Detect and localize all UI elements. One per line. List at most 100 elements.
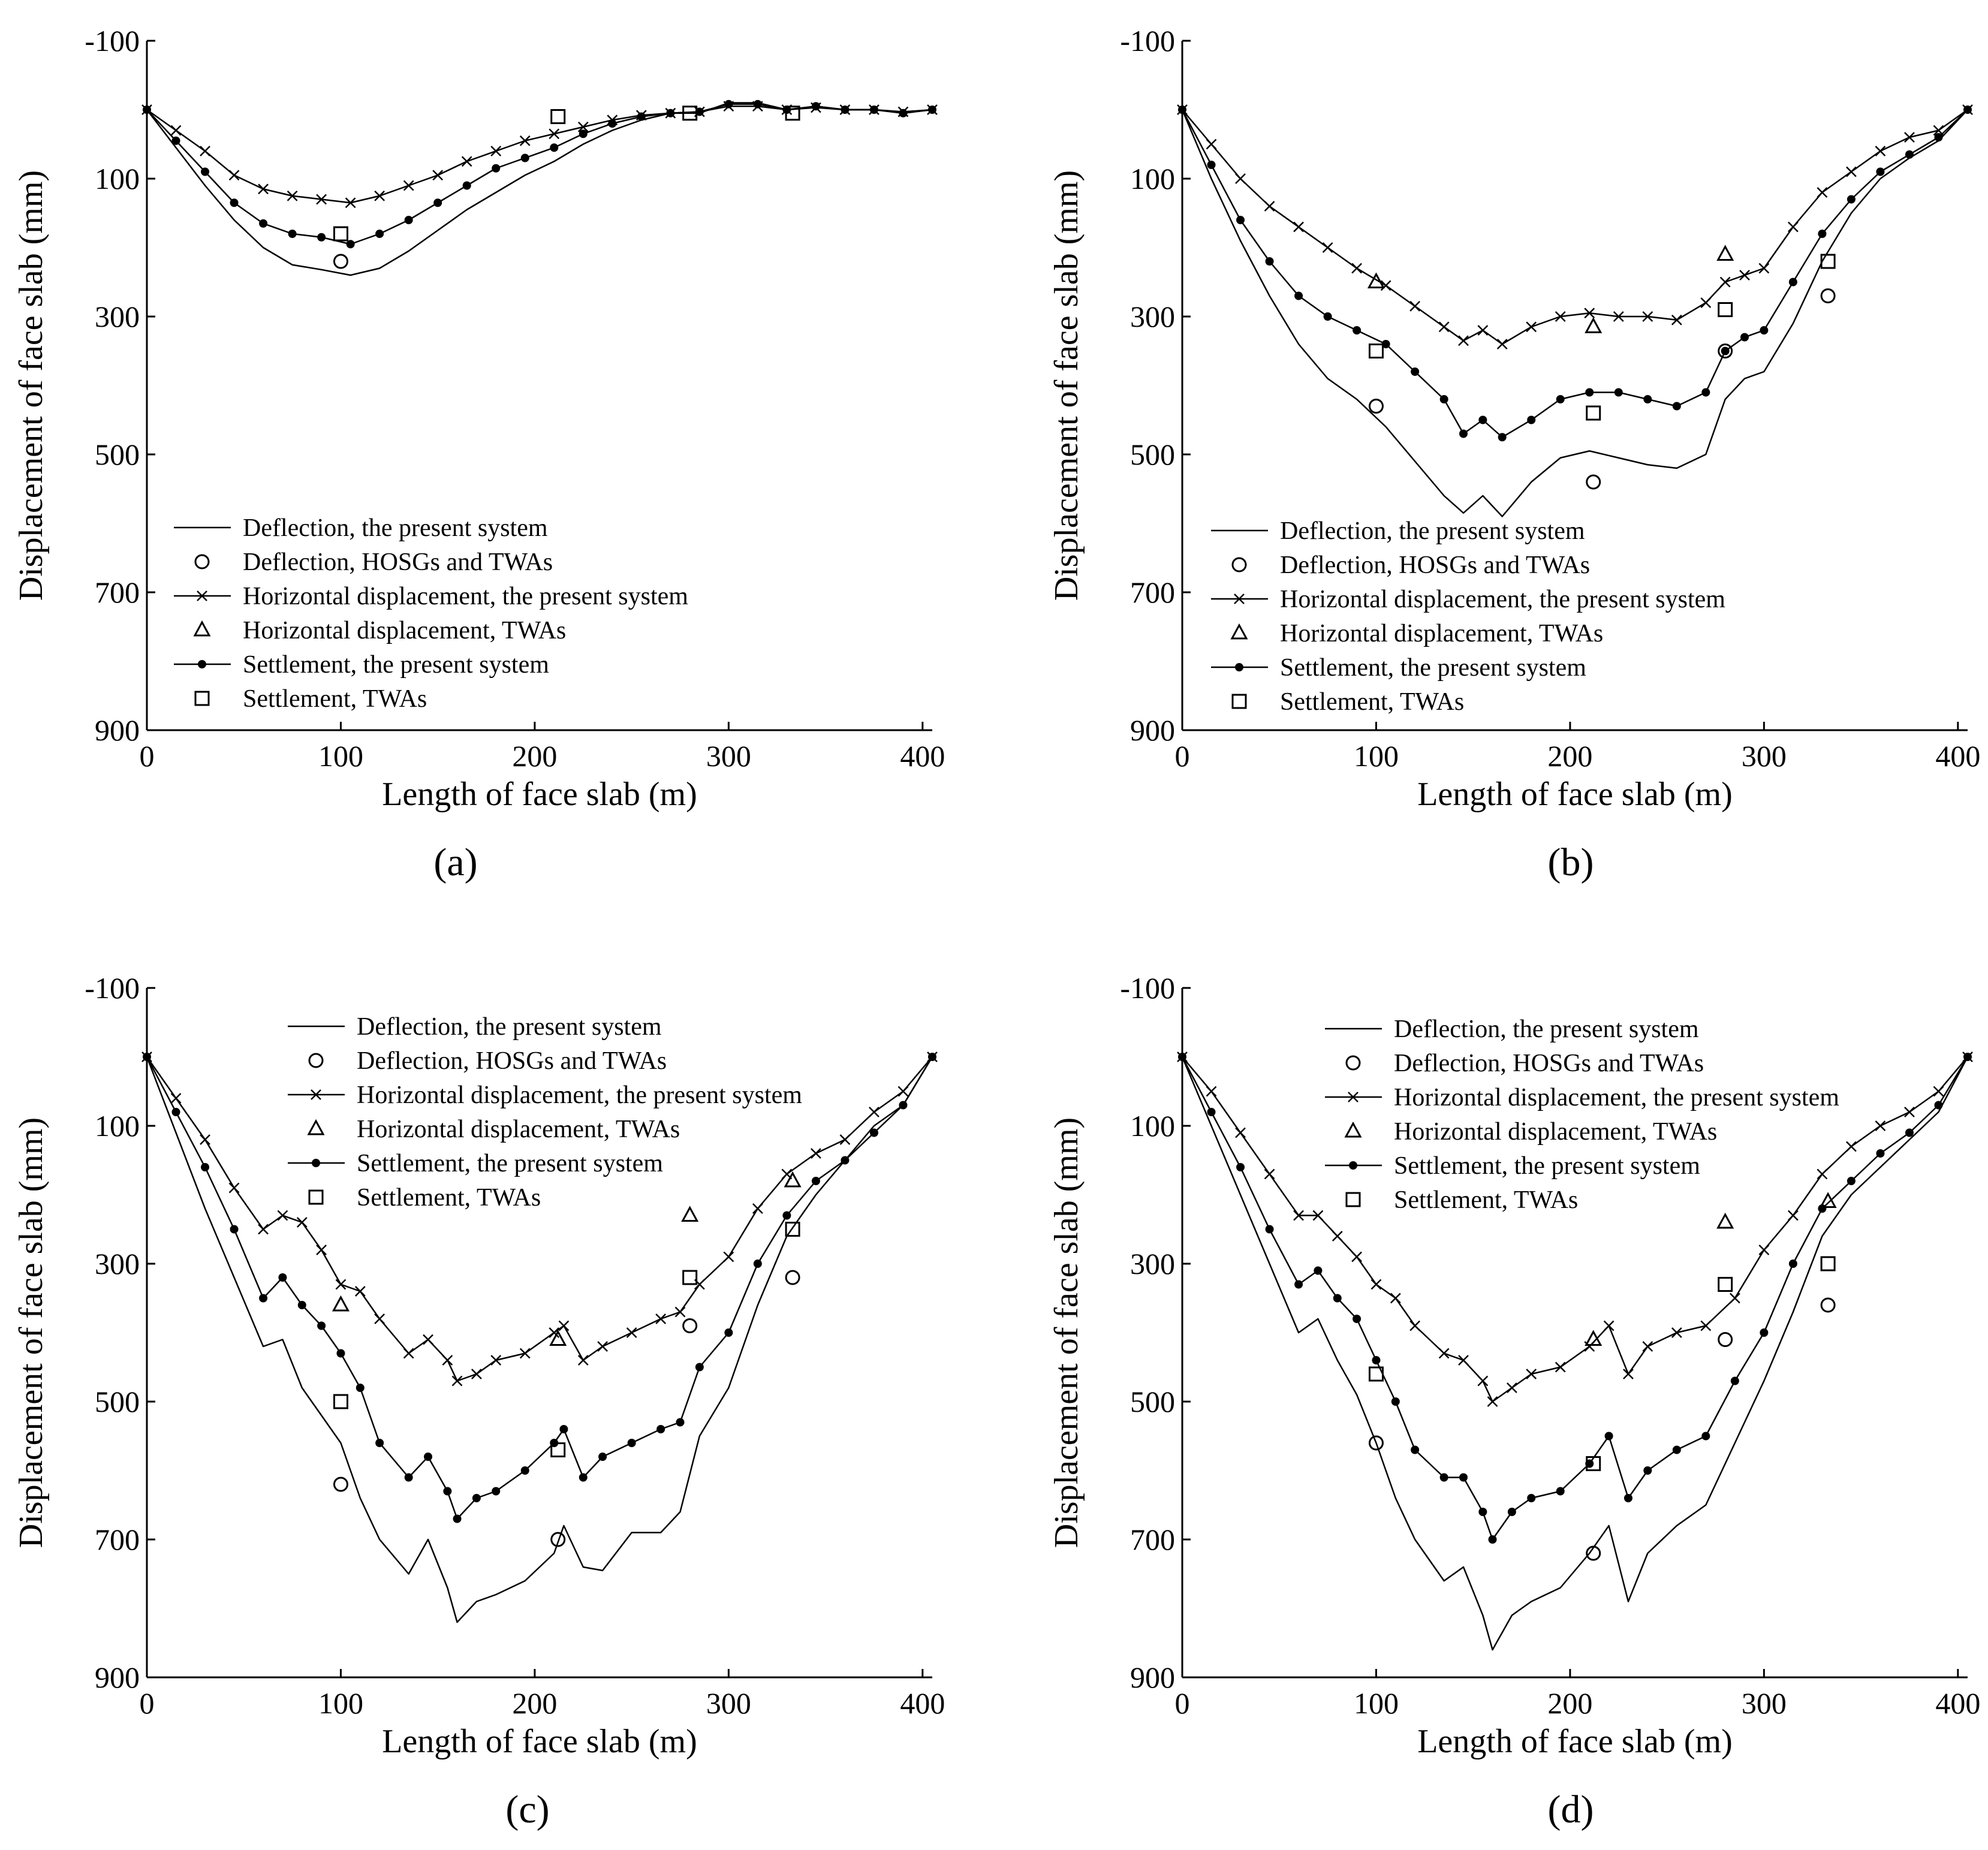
- data-point: [1314, 1266, 1323, 1275]
- data-point: [520, 1466, 529, 1475]
- data-point: [1847, 195, 1856, 204]
- data-point: [1718, 1277, 1733, 1292]
- y-tick-label: 300: [95, 1247, 140, 1280]
- data-point: [404, 1473, 413, 1482]
- data-point: [577, 121, 589, 132]
- legend-swatch-marker: [1349, 1161, 1357, 1170]
- data-point: [1818, 1204, 1827, 1213]
- data-point: [356, 1384, 365, 1392]
- data-point: [490, 146, 502, 156]
- data-point: [374, 1313, 385, 1324]
- x-axis-label: Length of face slab (m): [1417, 1723, 1733, 1760]
- data-point: [317, 233, 326, 242]
- data-point: [1370, 1279, 1382, 1290]
- data-point: [785, 1270, 800, 1285]
- data-point: [1368, 344, 1384, 358]
- legend-swatch-marker: [194, 691, 210, 706]
- data-point: [627, 1439, 636, 1447]
- data-point: [333, 226, 348, 242]
- legend-entry: Deflection, the present system: [357, 1013, 662, 1041]
- data-point: [897, 1086, 909, 1097]
- legend-entry: Horizontal displacement, TWAs: [1394, 1118, 1717, 1146]
- data-point: [558, 1320, 570, 1331]
- data-point: [1820, 288, 1836, 303]
- legend-swatch-marker: [1234, 593, 1245, 604]
- data-point: [1817, 187, 1828, 198]
- data-point: [1332, 1231, 1343, 1242]
- panel-label: (d): [1548, 1788, 1594, 1831]
- data-point: [869, 106, 878, 114]
- legend-swatch-marker: [194, 554, 210, 570]
- data-point: [1614, 388, 1623, 397]
- x-tick-label: 0: [1175, 1686, 1190, 1720]
- legend-swatch-marker: [1345, 1192, 1361, 1207]
- data-point: [1820, 1256, 1836, 1272]
- data-point: [1701, 1432, 1710, 1441]
- data-point: [1905, 1128, 1914, 1137]
- y-axis-label: Displacement of face slab (mm): [13, 170, 50, 601]
- data-point: [1265, 1225, 1274, 1234]
- legend-entry: Horizontal displacement, the present sys…: [357, 1081, 802, 1109]
- y-tick-label: 500: [95, 438, 140, 471]
- data-point: [471, 1369, 482, 1379]
- y-axis-label: Displacement of face slab (mm): [1048, 1117, 1085, 1548]
- data-point: [1788, 1260, 1797, 1268]
- data-point: [695, 1363, 704, 1372]
- series-line: [1181, 109, 1968, 517]
- data-point: [333, 254, 348, 269]
- data-point: [1788, 1210, 1799, 1221]
- data-point: [1876, 167, 1885, 176]
- data-point: [200, 146, 210, 156]
- x-tick-label: 200: [1547, 1686, 1592, 1720]
- data-point: [1760, 1328, 1769, 1337]
- data-point: [1411, 1445, 1420, 1454]
- x-tick-label: 0: [140, 739, 155, 773]
- data-point: [375, 1439, 384, 1447]
- legend-entry: Deflection, HOSGs and TWAs: [243, 549, 553, 576]
- legend-swatch-marker: [1231, 694, 1247, 709]
- data-point: [258, 1224, 269, 1235]
- data-point: [1178, 106, 1186, 114]
- data-point: [1206, 1086, 1217, 1097]
- data-point: [1586, 405, 1601, 421]
- data-point: [784, 1171, 802, 1188]
- data-point: [1718, 1332, 1733, 1347]
- data-point: [1672, 1445, 1681, 1454]
- y-tick-label: 900: [95, 1661, 140, 1694]
- data-point: [1642, 311, 1653, 322]
- data-point: [666, 109, 675, 117]
- data-point: [1643, 1466, 1652, 1475]
- data-point: [345, 197, 356, 209]
- data-point: [461, 156, 472, 167]
- data-point: [1351, 1251, 1362, 1263]
- data-point: [1323, 312, 1332, 321]
- data-point: [811, 1177, 820, 1185]
- y-tick-label: 100: [95, 1109, 140, 1143]
- data-point: [1478, 415, 1487, 424]
- data-point: [1411, 367, 1420, 376]
- data-point: [1527, 415, 1536, 424]
- data-point: [579, 1473, 588, 1482]
- y-axis-label: Displacement of face slab (mm): [1048, 170, 1085, 601]
- x-axis-label: Length of face slab (m): [382, 776, 697, 813]
- x-tick-label: 100: [318, 739, 363, 773]
- series-1: [1181, 1056, 1969, 1651]
- y-tick-label: 500: [95, 1385, 140, 1418]
- data-point: [1236, 216, 1245, 224]
- data-point: [230, 198, 239, 207]
- data-point: [492, 1487, 501, 1496]
- data-point: [549, 128, 560, 140]
- data-point: [171, 136, 180, 145]
- series-3: [1177, 104, 1973, 349]
- data-point: [550, 1532, 566, 1547]
- data-point: [333, 1394, 348, 1409]
- data-point: [316, 194, 327, 205]
- y-tick-label: 500: [1130, 438, 1175, 471]
- data-point: [1719, 276, 1731, 288]
- data-point: [1700, 297, 1712, 308]
- y-tick-label: -100: [85, 24, 140, 58]
- data-point: [1700, 1320, 1712, 1331]
- legend-swatch-marker: [308, 1189, 324, 1205]
